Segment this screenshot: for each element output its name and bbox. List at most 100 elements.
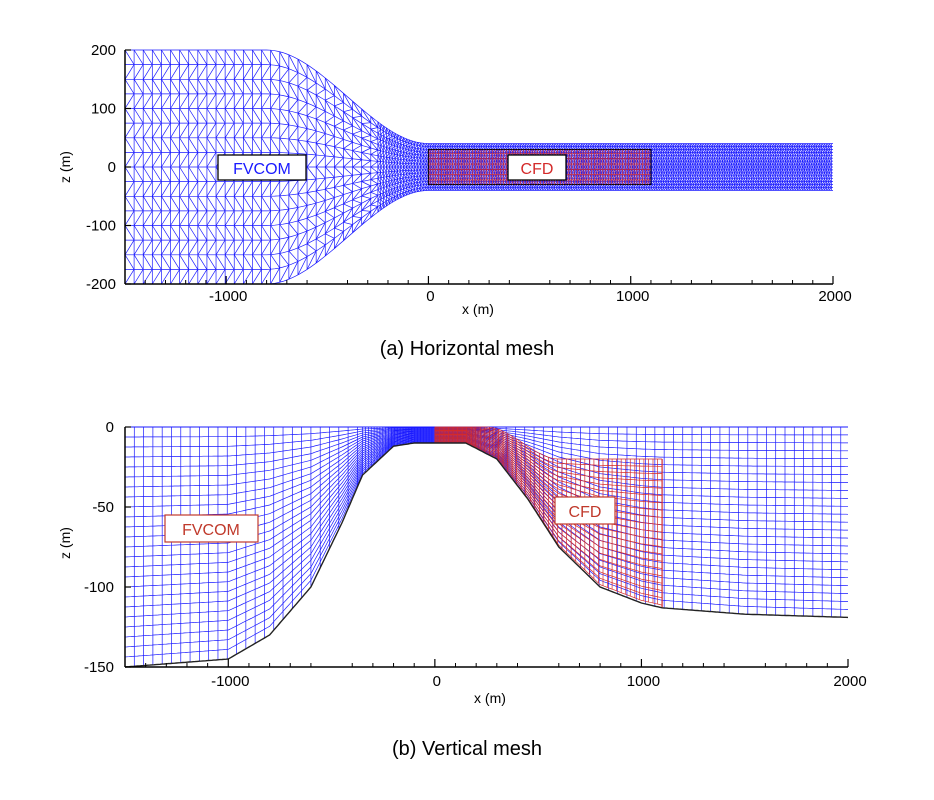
x-tick-label: -1000 bbox=[209, 288, 247, 305]
mesh-long-line bbox=[125, 64, 833, 147]
mesh-diagonals bbox=[405, 138, 410, 196]
mesh-diagonals bbox=[408, 139, 413, 195]
mesh-long-line bbox=[125, 184, 833, 256]
mesh-diagonals bbox=[417, 142, 421, 192]
y-tick-label: -150 bbox=[84, 659, 114, 676]
mesh-diagonals bbox=[680, 143, 684, 191]
mesh-diagonals bbox=[422, 143, 427, 191]
y-tick-label: -50 bbox=[92, 499, 114, 516]
mesh-diagonals bbox=[380, 123, 384, 211]
mesh-diagonals bbox=[133, 49, 144, 285]
mesh-diagonals bbox=[692, 143, 696, 191]
cfd-vertical-mesh bbox=[434, 426, 663, 606]
mesh-diagonals bbox=[352, 101, 362, 233]
mesh-diagonals bbox=[206, 49, 217, 285]
y-tick-label: 200 bbox=[91, 42, 116, 59]
mesh-diagonals bbox=[188, 49, 199, 285]
mesh-diagonals bbox=[702, 143, 706, 191]
mesh-diagonals bbox=[717, 143, 720, 191]
fvcom-vertical-mesh bbox=[124, 427, 849, 667]
mesh-diagonals bbox=[777, 143, 781, 191]
mesh-diagonals bbox=[685, 143, 689, 191]
mesh-diagonals bbox=[700, 143, 703, 191]
x-axis-label: x (m) bbox=[474, 690, 506, 706]
mesh-diagonals bbox=[707, 143, 711, 191]
cfd-label: CFD bbox=[569, 504, 602, 521]
mesh-diagonals bbox=[678, 143, 682, 191]
mesh-diagonals bbox=[687, 143, 691, 191]
mesh-diagonals bbox=[714, 143, 718, 191]
mesh-diagonals bbox=[724, 143, 728, 191]
mesh-diagonals bbox=[683, 143, 686, 191]
mesh-diagonals bbox=[712, 143, 716, 191]
caption-horizontal-mesh: (a) Horizontal mesh bbox=[379, 338, 555, 360]
mesh-diagonals bbox=[794, 143, 798, 191]
mesh-diagonals bbox=[802, 143, 805, 191]
mesh-diagonals bbox=[770, 143, 774, 191]
mesh-diagonals bbox=[334, 85, 344, 249]
mesh-diagonals bbox=[782, 143, 786, 191]
mesh-diagonals bbox=[425, 143, 429, 191]
seabed-profile bbox=[124, 442, 849, 668]
mesh-diagonals bbox=[729, 143, 733, 191]
cfd-layer bbox=[434, 426, 663, 460]
mesh-diagonals bbox=[161, 49, 171, 285]
mesh-long-line bbox=[125, 190, 833, 285]
mesh-diagonals bbox=[704, 143, 708, 191]
mesh-diagonals bbox=[661, 143, 665, 191]
mesh-diagonals bbox=[170, 49, 180, 285]
mesh-diagonals bbox=[763, 143, 767, 191]
mesh-diagonals bbox=[656, 143, 660, 191]
fvcom-label: FVCOM bbox=[182, 522, 240, 539]
mesh-diagonals bbox=[765, 143, 769, 191]
mesh-diagonals bbox=[315, 70, 326, 264]
mesh-diagonals bbox=[826, 143, 830, 191]
y-tick-label: -100 bbox=[84, 579, 114, 596]
mesh-diagonals bbox=[391, 131, 396, 203]
mesh-diagonals bbox=[758, 143, 762, 191]
mesh-diagonals bbox=[142, 49, 153, 285]
y-axis-label: z (m) bbox=[57, 151, 73, 183]
mesh-diagonals bbox=[738, 143, 742, 191]
mesh-diagonals bbox=[792, 143, 796, 191]
mesh-long-line bbox=[125, 187, 833, 270]
mesh-diagonals bbox=[411, 140, 415, 194]
x-tick-label: 1000 bbox=[616, 288, 649, 305]
vertical-mesh-panel: FVCOM CFD -1000 0 1000 2000 0 -50 -100 -150 x (m) z… bbox=[57, 419, 867, 706]
mesh-diagonals bbox=[818, 143, 822, 191]
mesh-diagonals bbox=[697, 143, 701, 191]
mesh-diagonals bbox=[789, 143, 793, 191]
x-tick-label: 1000 bbox=[627, 673, 660, 690]
mesh-diagonals bbox=[668, 143, 672, 191]
mesh-diagonals bbox=[690, 143, 694, 191]
mesh-diagonals bbox=[726, 143, 730, 191]
cfd-label-box bbox=[554, 496, 616, 525]
y-tick-label: 0 bbox=[106, 419, 114, 436]
mesh-diagonals bbox=[414, 141, 418, 193]
mesh-long-line bbox=[125, 78, 833, 150]
mesh-diagonals bbox=[388, 129, 393, 205]
mesh-diagonals bbox=[666, 143, 669, 191]
mesh-diagonals bbox=[386, 127, 390, 207]
mesh-diagonals bbox=[653, 143, 657, 191]
x-tick-label: 0 bbox=[426, 288, 434, 305]
mesh-diagonals bbox=[324, 77, 335, 257]
x-tick-label: 0 bbox=[433, 673, 441, 690]
mesh-diagonals bbox=[755, 143, 759, 191]
mesh-diagonals bbox=[768, 143, 771, 191]
mesh-diagonals bbox=[780, 143, 784, 191]
mesh-diagonals bbox=[651, 143, 655, 191]
x-tick-label: 2000 bbox=[818, 288, 851, 305]
sigma-layer bbox=[124, 441, 848, 648]
mesh-diagonals bbox=[799, 143, 803, 191]
x-tick-label: 2000 bbox=[833, 673, 866, 690]
mesh-diagonals bbox=[695, 143, 699, 191]
mesh-diagonals bbox=[709, 143, 713, 191]
mesh-diagonals bbox=[403, 137, 407, 197]
mesh-diagonals bbox=[673, 143, 677, 191]
mesh-diagonals bbox=[670, 143, 674, 191]
mesh-diagonals bbox=[806, 143, 810, 191]
y-axis-label: z (m) bbox=[57, 527, 73, 559]
mesh-diagonals bbox=[658, 143, 662, 191]
